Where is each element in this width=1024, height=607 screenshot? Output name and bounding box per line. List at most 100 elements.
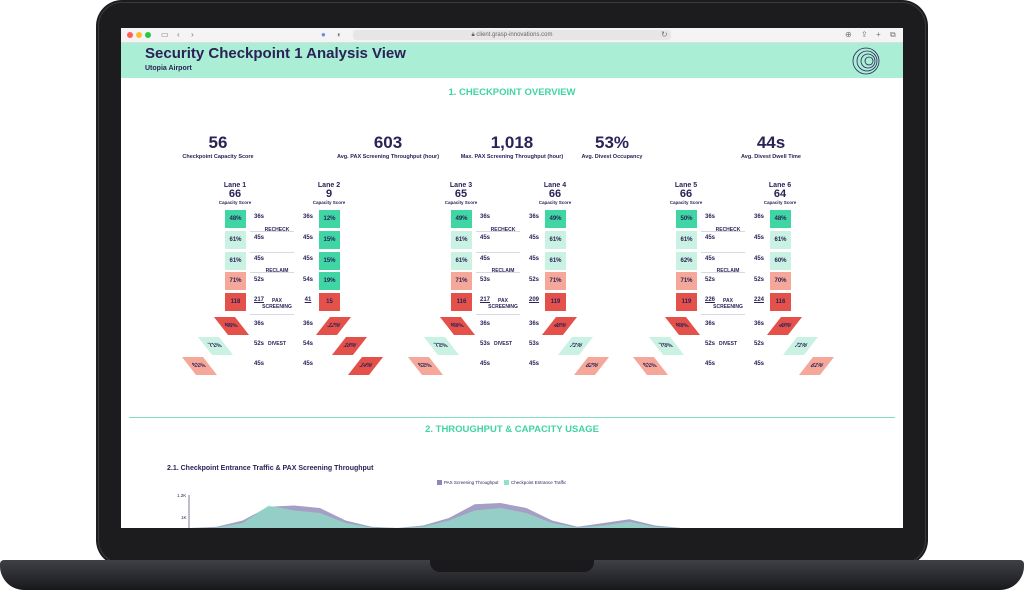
lane-stage-cell[interactable]: 61% [225,252,246,270]
row-separator [250,231,294,232]
stage-dwell-time: 45s [528,256,539,262]
lane-stage-cell[interactable]: 48% [225,210,246,228]
stage-dwell-time: 45s [528,235,539,241]
lane-stage-cell[interactable]: 119 [676,293,697,311]
lane-stage-cell[interactable]: 116 [770,293,791,311]
lane-header[interactable]: Lane 1 66 Capacity Score [215,182,255,205]
stage-dwell-time: 36s [528,321,539,327]
extension-icon[interactable]: ● [321,30,326,39]
page-subtitle: Utopia Airport [145,65,192,72]
reload-icon[interactable]: ↻ [661,30,668,39]
close-window-button[interactable] [127,32,133,38]
lane-header[interactable]: Lane 6 64 Capacity Score [760,182,800,205]
url-bar[interactable]: 🔒︎ client.grasp-innovations.com [353,30,671,40]
lane-capacity-label: Capacity Score [669,200,703,205]
lane-stage-cell[interactable]: 61% [451,231,472,249]
brand-logo-icon [852,47,880,75]
lane-stage-cell[interactable]: 71% [225,272,246,290]
kpi-label: Avg. Divest Occupancy [581,154,643,160]
legend-swatch [504,480,509,486]
lane-stage-cell[interactable]: 49% [451,210,472,228]
kpi-card: 1,018 Max. PAX Screening Throughput (hour… [457,133,567,160]
sidebar-icon[interactable]: ▭ [161,30,169,39]
stage-dwell-time: 52s [753,277,764,283]
lane-header[interactable]: Lane 3 65 Capacity Score [441,182,481,205]
lane-stage-cell[interactable]: 61% [676,231,697,249]
section-checkpoint-overview-title: 1. CHECKPOINT OVERVIEW [448,87,576,98]
lane-stage-cell[interactable]: 118 [225,293,246,311]
lane-stage-cell[interactable]: 71% [676,272,697,290]
new-tab-icon[interactable]: + [876,30,881,39]
lane-stage-cell[interactable]: 116 [451,293,472,311]
lane-stage-cell[interactable]: 12% [319,210,340,228]
stage-dwell-time: 52s [704,341,715,347]
lane-capacity-score: 66 [548,188,562,200]
stage-dwell-time: 41 [304,297,312,303]
lane-stage-cell[interactable]: 48% [770,210,791,228]
stage-dwell-time: 45s [302,235,313,241]
lane-stage-cell[interactable]: 15% [319,231,340,249]
stage-dwell-time: 52s [528,277,539,283]
lane-stage-cell[interactable]: 49% [545,210,566,228]
stage-dwell-time: 36s [302,321,313,327]
forward-icon[interactable]: › [191,30,194,39]
stage-dwell-time: 45s [302,361,313,367]
lane-stage-cell[interactable]: 15% [319,252,340,270]
page-title: Security Checkpoint 1 Analysis View [145,45,406,62]
lane-stage-cell[interactable]: 50% [676,210,697,228]
lane-stage-cell[interactable]: 61% [770,231,791,249]
lane-stage-cell[interactable]: 61% [451,252,472,270]
privacy-icon[interactable]: ◐ [337,30,342,39]
download-icon[interactable]: ⊕ [845,30,852,39]
row-separator [250,252,294,253]
lane-header[interactable]: Lane 4 66 Capacity Score [535,182,575,205]
kpi-label: Max. PAX Screening Throughput (hour) [460,154,564,160]
lane-stage-cell[interactable]: 15 [319,293,340,311]
row-separator [476,231,520,232]
lane-header[interactable]: Lane 5 66 Capacity Score [666,182,706,205]
row-separator [701,252,745,253]
stage-dwell-time: 36s [302,214,313,220]
stage-label-divest: DIVEST [267,341,287,347]
lane-stage-cell[interactable]: 61% [545,252,566,270]
lane-stage-cell[interactable]: 62% [676,252,697,270]
lane-header[interactable]: Lane 2 9 Capacity Score [309,182,349,205]
share-icon[interactable]: ⇪ [861,30,868,39]
lane-stage-cell[interactable]: 60% [770,252,791,270]
kpi-card: 56 Checkpoint Capacity Score [163,133,273,160]
kpi-card: 44s Avg. Divest Dwell Time [716,133,826,160]
stage-label-recheck: RECHECK [715,227,741,233]
lane-capacity-score: 9 [325,188,333,200]
stage-dwell-time: 54s [302,341,313,347]
minimize-window-button[interactable] [136,32,142,38]
lane-stage-cell[interactable]: 119 [545,293,566,311]
lane-stage-cell[interactable]: 61% [545,231,566,249]
stage-dwell-time: 45s [704,256,715,262]
lane-stage-cell[interactable]: 61% [225,231,246,249]
lane-stage-cell[interactable]: 19% [319,272,340,290]
back-icon[interactable]: ‹ [177,30,180,39]
legend-entrance-traffic[interactable]: Checkpoint Entrance Traffic [504,480,566,486]
tabs-overview-icon[interactable]: ⧉ [890,30,896,39]
row-separator [476,272,520,273]
stage-dwell-time: 45s [704,235,715,241]
lane-stage-cell[interactable]: 71% [451,272,472,290]
stage-dwell-time: 45s [253,361,264,367]
kpi-value: 1,018 [490,133,534,152]
page-header: Security Checkpoint 1 Analysis View Utop… [121,43,903,78]
lane-name: Lane 4 [543,182,567,189]
row-separator [701,314,745,315]
stage-dwell-time: 52s [253,277,264,283]
kpi-value: 56 [208,133,228,152]
stage-dwell-time: 45s [253,256,264,262]
legend-pax-screening[interactable]: PAX Screening Throughput [437,480,498,486]
stage-dwell-time: 36s [753,214,764,220]
lane-name: Lane 1 [223,182,247,189]
maximize-window-button[interactable] [145,32,151,38]
lane-stage-cell[interactable]: 70% [770,272,791,290]
stage-label-pax-screening: PAX SCREENING [713,298,743,310]
entrance-traffic-area [191,505,681,528]
stage-dwell-time: 45s [253,235,264,241]
laptop-notch [430,560,594,572]
lane-stage-cell[interactable]: 71% [545,272,566,290]
